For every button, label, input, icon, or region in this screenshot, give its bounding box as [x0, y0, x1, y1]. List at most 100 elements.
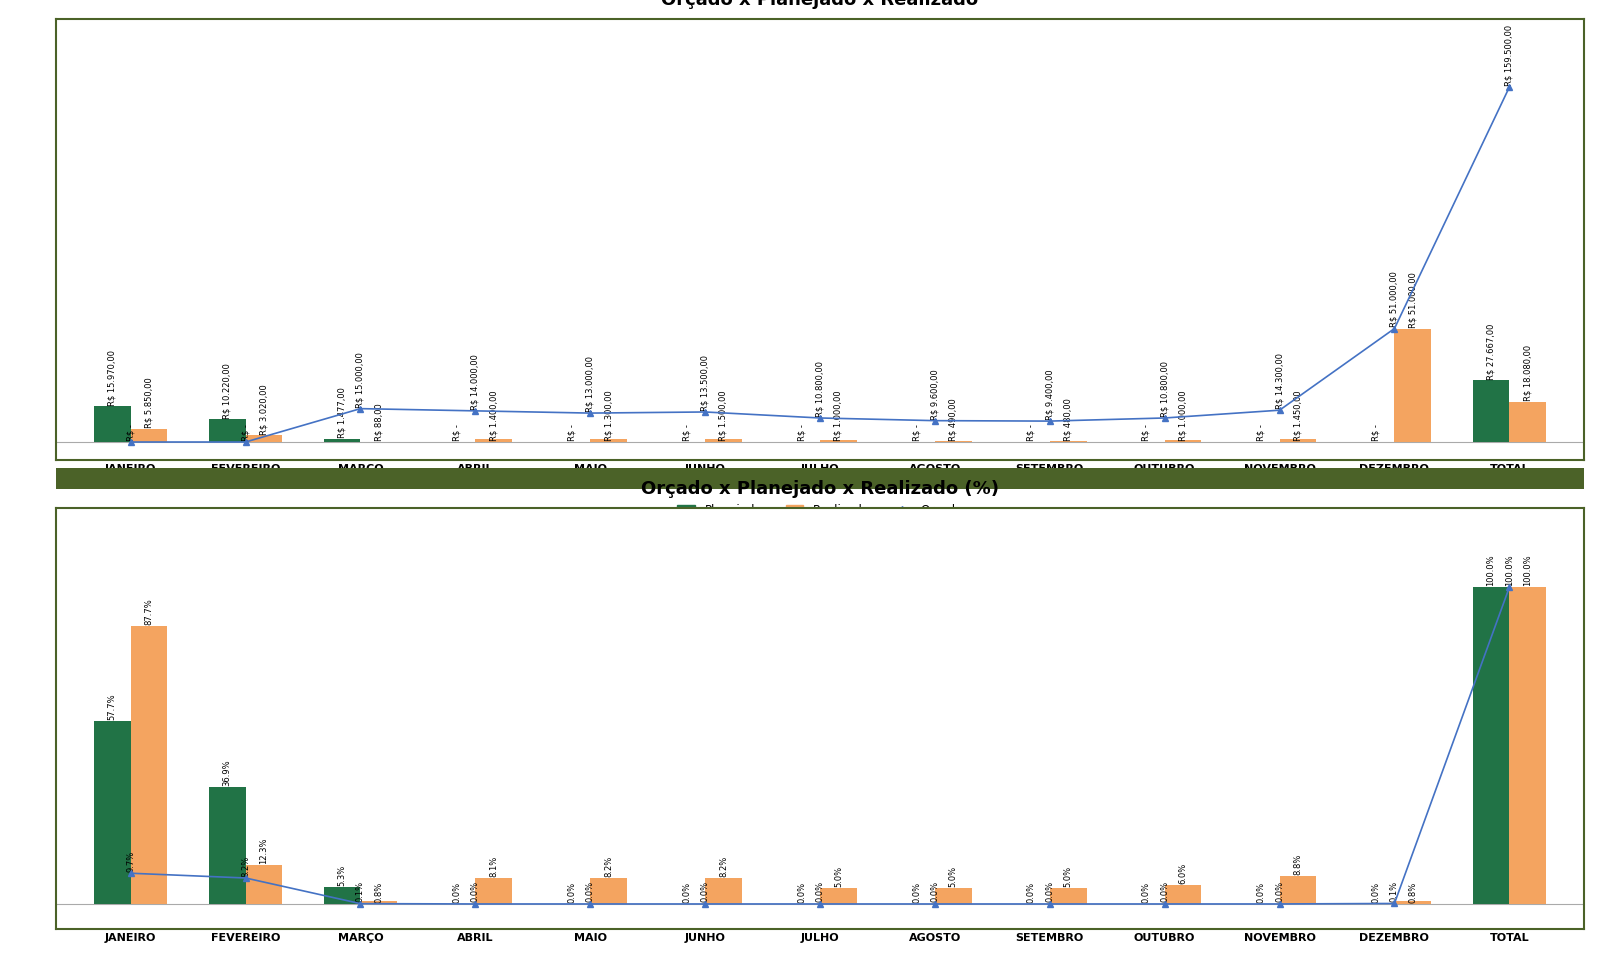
Title: Orçado x Planejado x Realizado (%): Orçado x Planejado x Realizado (%) — [642, 480, 998, 499]
Text: R$ 27.667,00: R$ 27.667,00 — [1486, 323, 1496, 379]
Text: R$ 1.400,00: R$ 1.400,00 — [490, 391, 498, 441]
Text: 57.7%: 57.7% — [107, 693, 117, 720]
Text: R$ -: R$ - — [568, 424, 576, 441]
Bar — [208, 419, 245, 442]
Text: R$ 88,00: R$ 88,00 — [374, 404, 384, 441]
Text: 100.0%: 100.0% — [1486, 555, 1496, 586]
Text: R$ 1.500,00: R$ 1.500,00 — [718, 391, 728, 441]
Text: 0.0%: 0.0% — [1027, 882, 1035, 903]
Text: R$ 10.220,00: R$ 10.220,00 — [222, 363, 232, 418]
Bar — [1165, 439, 1202, 442]
Text: 0.0%: 0.0% — [1045, 881, 1054, 902]
Bar — [819, 888, 856, 904]
Bar — [1509, 588, 1546, 904]
Text: 0.1%: 0.1% — [355, 881, 365, 902]
Text: 0.1%: 0.1% — [1390, 881, 1398, 902]
Text: R$ -: R$ - — [242, 424, 250, 440]
Text: R$ 1.000,00: R$ 1.000,00 — [834, 391, 843, 441]
Text: 0.0%: 0.0% — [701, 881, 710, 902]
Text: 0.8%: 0.8% — [374, 882, 384, 903]
Text: 0.0%: 0.0% — [586, 881, 595, 902]
Bar — [1280, 439, 1317, 442]
Text: R$ -: R$ - — [453, 424, 461, 441]
Text: R$ 15.000,00: R$ 15.000,00 — [355, 351, 365, 408]
Text: R$ 13.500,00: R$ 13.500,00 — [701, 355, 710, 410]
Text: 8.2%: 8.2% — [605, 856, 613, 877]
Bar — [475, 878, 512, 904]
Bar — [590, 439, 627, 442]
Bar — [1050, 441, 1086, 442]
Text: 0.0%: 0.0% — [453, 882, 461, 903]
Text: R$ 1.000,00: R$ 1.000,00 — [1179, 391, 1187, 441]
Bar — [706, 439, 742, 442]
Text: R$ -: R$ - — [682, 424, 691, 441]
Bar — [819, 439, 856, 442]
Bar — [590, 878, 627, 904]
Text: 0.0%: 0.0% — [1142, 882, 1150, 903]
Text: R$ 18.080,00: R$ 18.080,00 — [1523, 345, 1533, 401]
Bar — [323, 439, 360, 442]
Text: 5.3%: 5.3% — [338, 864, 347, 886]
Text: 5.0%: 5.0% — [1064, 865, 1072, 887]
Text: 8.8%: 8.8% — [1293, 854, 1302, 875]
Text: R$ -: R$ - — [1142, 424, 1150, 441]
Text: 8.1%: 8.1% — [490, 856, 498, 877]
Text: R$ 10.800,00: R$ 10.800,00 — [816, 361, 824, 417]
Text: R$ -: R$ - — [1256, 424, 1266, 441]
Text: 100.0%: 100.0% — [1523, 555, 1533, 586]
Text: R$ -: R$ - — [1371, 424, 1381, 441]
Bar — [475, 439, 512, 442]
Text: 0.0%: 0.0% — [1160, 881, 1170, 902]
Text: R$ -: R$ - — [1027, 424, 1035, 441]
Text: R$ 1.450,00: R$ 1.450,00 — [1293, 391, 1302, 441]
Text: 0.0%: 0.0% — [470, 881, 480, 902]
Text: R$ 490,00: R$ 490,00 — [949, 399, 958, 441]
Bar — [245, 865, 282, 904]
Text: 36.9%: 36.9% — [222, 759, 232, 786]
Text: R$ 51.000,00: R$ 51.000,00 — [1408, 272, 1418, 328]
Text: 6.0%: 6.0% — [1179, 862, 1187, 884]
Text: R$ -: R$ - — [797, 424, 806, 441]
Bar — [131, 429, 168, 442]
Text: R$ 1.300,00: R$ 1.300,00 — [605, 390, 613, 441]
Text: R$ 51.000,00: R$ 51.000,00 — [1390, 272, 1398, 327]
Text: 0.0%: 0.0% — [568, 882, 576, 903]
Text: 0.0%: 0.0% — [1256, 882, 1266, 903]
Text: 100.0%: 100.0% — [1506, 555, 1514, 586]
Text: R$ 13.000,00: R$ 13.000,00 — [586, 356, 595, 412]
Bar — [1050, 888, 1086, 904]
Text: 0.0%: 0.0% — [1275, 881, 1285, 902]
Text: 0.0%: 0.0% — [912, 882, 922, 903]
Text: 9.7%: 9.7% — [126, 851, 134, 872]
Bar — [1395, 901, 1430, 904]
Text: R$ 14.300,00: R$ 14.300,00 — [1275, 353, 1285, 409]
Text: R$ 5.850,00: R$ 5.850,00 — [144, 378, 154, 428]
Legend: Planejado, Realizado, Orçado: Planejado, Realizado, Orçado — [672, 499, 968, 522]
Text: R$ 10.800,00: R$ 10.800,00 — [1160, 361, 1170, 417]
Text: R$ 15.970,00: R$ 15.970,00 — [107, 349, 117, 406]
Bar — [1472, 380, 1509, 442]
Text: R$ 9.600,00: R$ 9.600,00 — [930, 369, 939, 419]
Text: 5.0%: 5.0% — [834, 865, 843, 887]
Text: 0.0%: 0.0% — [682, 882, 691, 903]
Bar — [1280, 876, 1317, 904]
Text: R$ 3.020,00: R$ 3.020,00 — [259, 384, 269, 435]
Bar — [94, 407, 131, 442]
Bar — [245, 436, 282, 442]
Text: 0.8%: 0.8% — [1408, 882, 1418, 903]
Bar — [208, 787, 245, 904]
Bar — [934, 888, 971, 904]
Text: 0.0%: 0.0% — [1371, 882, 1381, 903]
Bar — [94, 721, 131, 904]
Text: R$ 1.477,00: R$ 1.477,00 — [338, 387, 347, 439]
Text: 0.0%: 0.0% — [797, 882, 806, 903]
Text: R$ -: R$ - — [126, 424, 134, 440]
Text: 0.0%: 0.0% — [816, 881, 824, 902]
Bar — [1165, 885, 1202, 904]
Text: R$ 480,00: R$ 480,00 — [1064, 399, 1072, 441]
Text: R$ 159.500,00: R$ 159.500,00 — [1506, 25, 1514, 86]
Bar — [360, 901, 397, 904]
Text: R$ 14.000,00: R$ 14.000,00 — [470, 354, 480, 409]
Bar — [706, 878, 742, 904]
Text: 0.0%: 0.0% — [930, 881, 939, 902]
